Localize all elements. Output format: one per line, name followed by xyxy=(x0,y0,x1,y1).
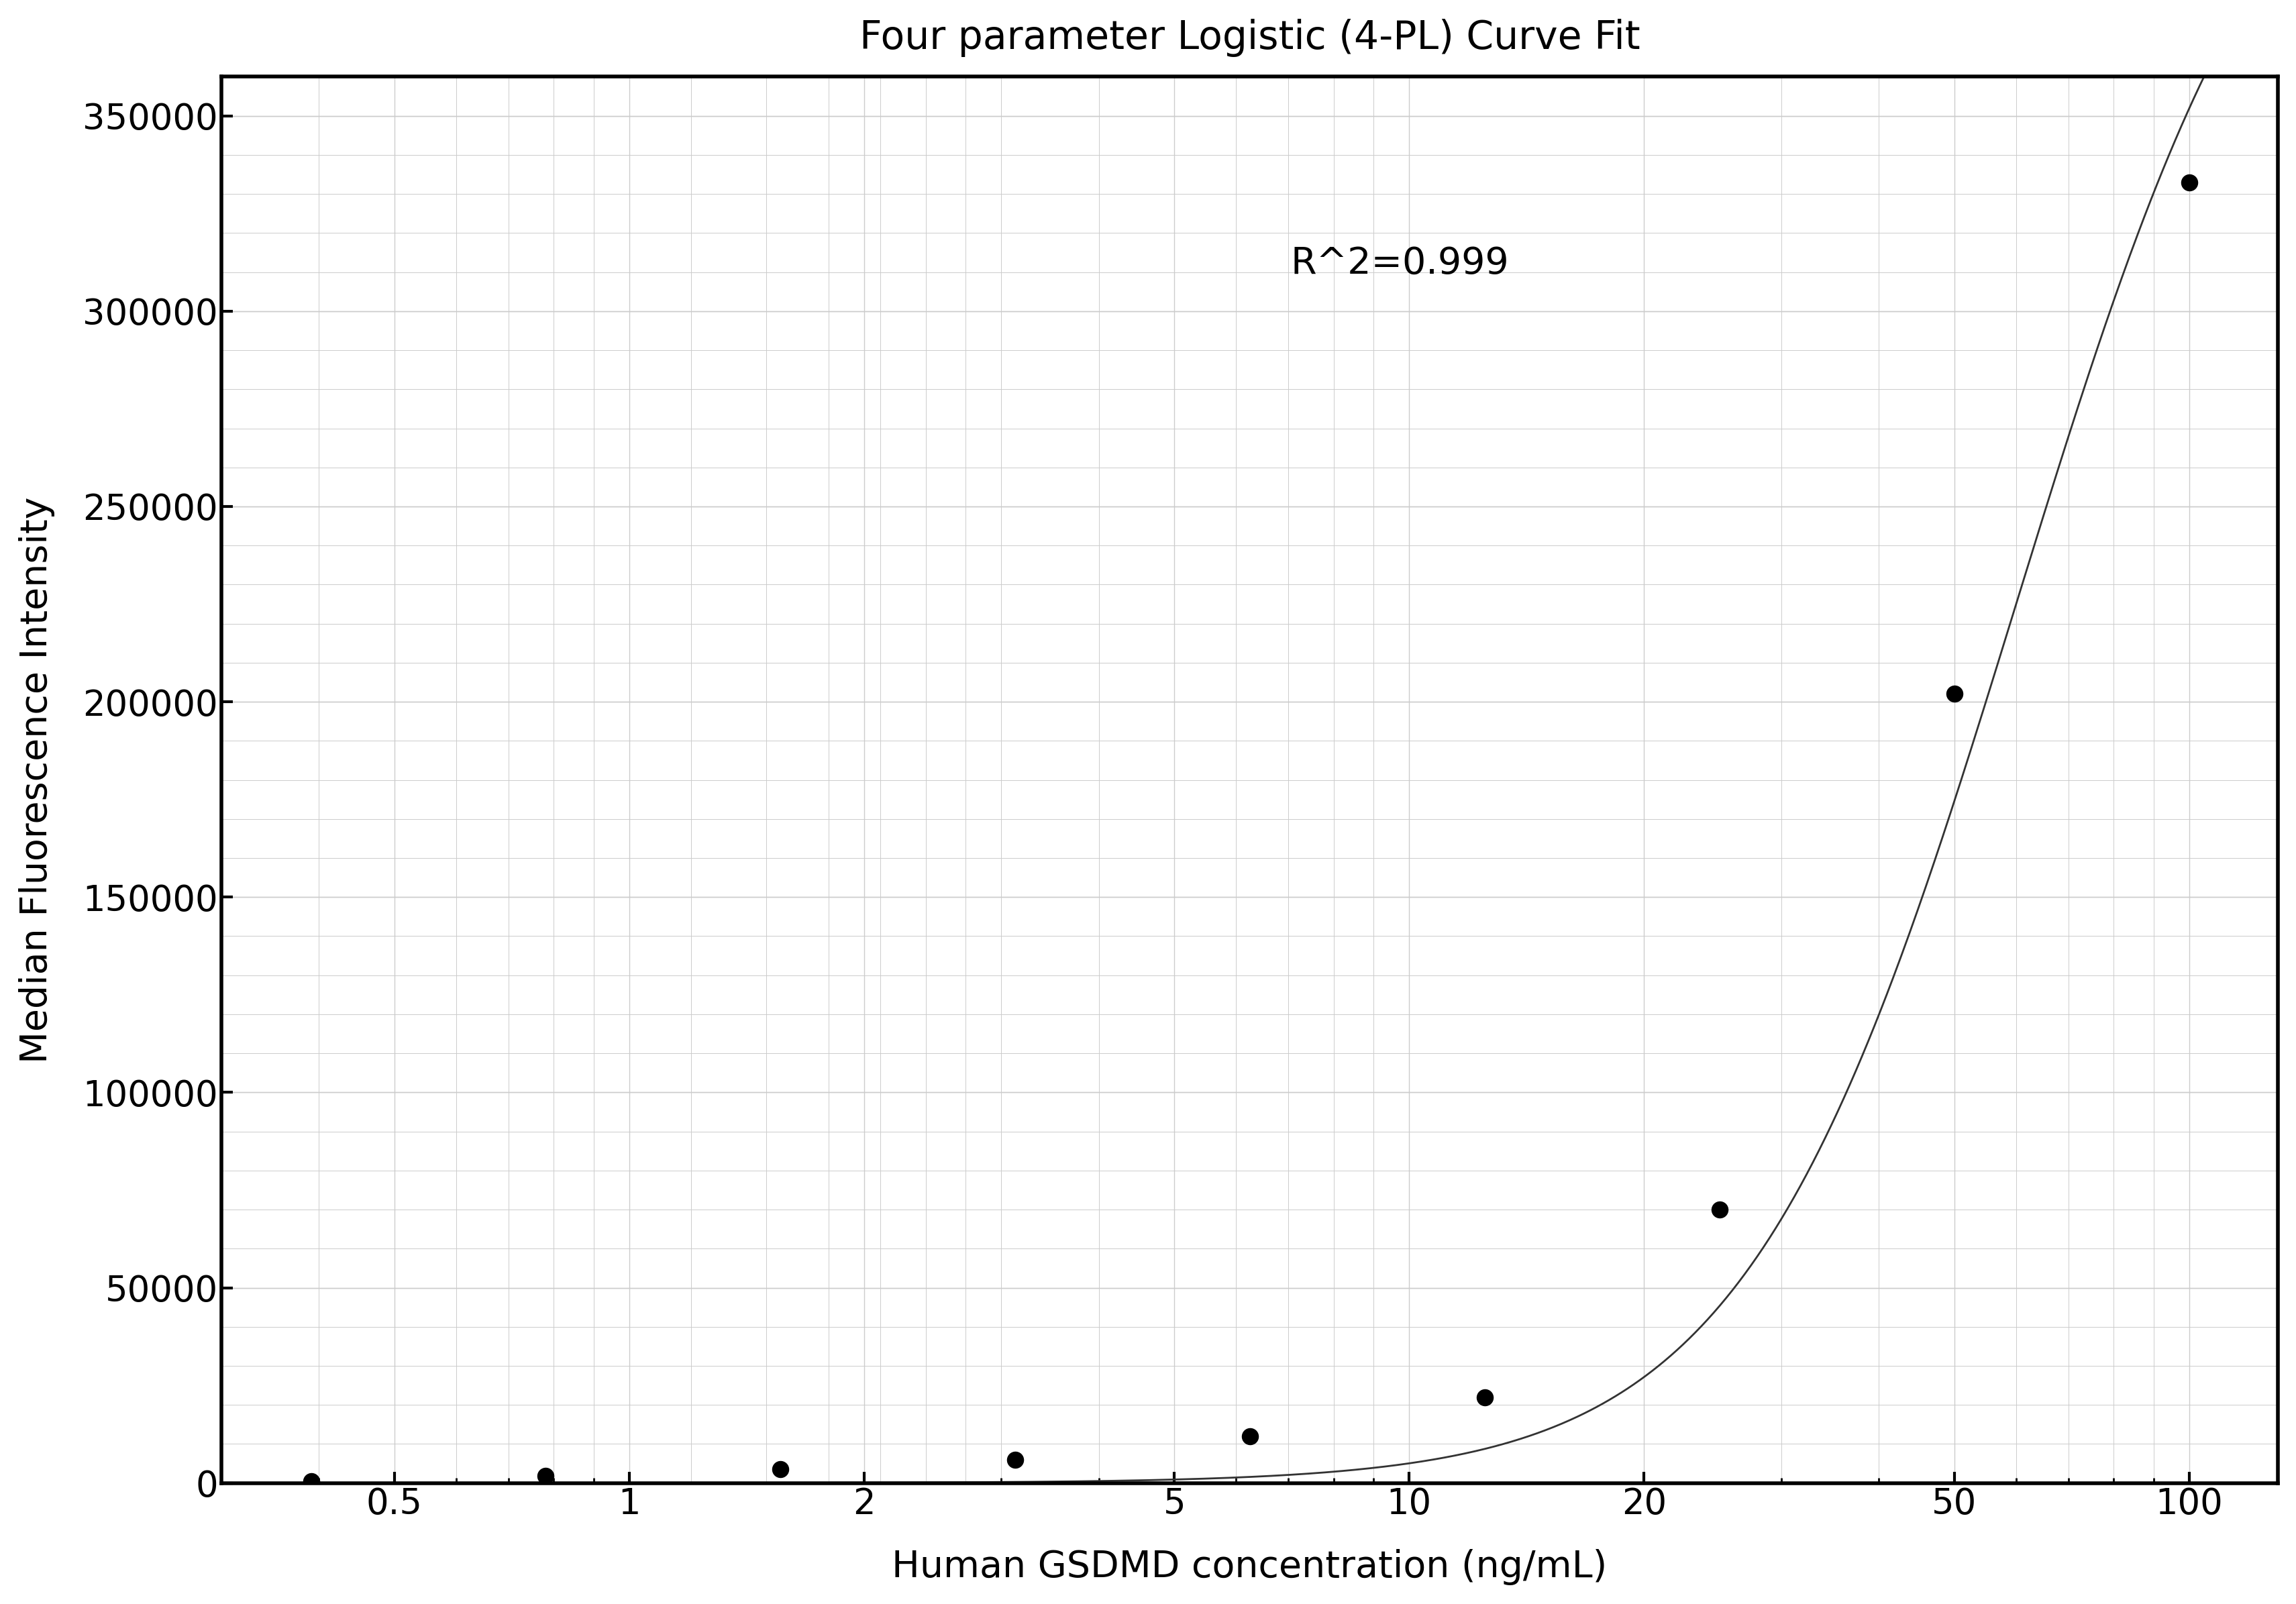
Point xyxy=(762,1456,799,1482)
X-axis label: Human GSDMD concentration (ng/mL): Human GSDMD concentration (ng/mL) xyxy=(891,1549,1607,1585)
Point xyxy=(292,1468,328,1493)
Point xyxy=(2170,170,2206,196)
Point xyxy=(996,1447,1033,1472)
Y-axis label: Median Fluorescence Intensity: Median Fluorescence Intensity xyxy=(18,497,55,1063)
Title: Four parameter Logistic (4-PL) Curve Fit: Four parameter Logistic (4-PL) Curve Fit xyxy=(859,19,1639,56)
Text: R^2=0.999: R^2=0.999 xyxy=(1290,245,1508,282)
Point xyxy=(1465,1384,1502,1410)
Point xyxy=(1701,1197,1738,1222)
Point xyxy=(1231,1423,1267,1448)
Point xyxy=(1936,682,1972,707)
Point xyxy=(528,1463,565,1489)
